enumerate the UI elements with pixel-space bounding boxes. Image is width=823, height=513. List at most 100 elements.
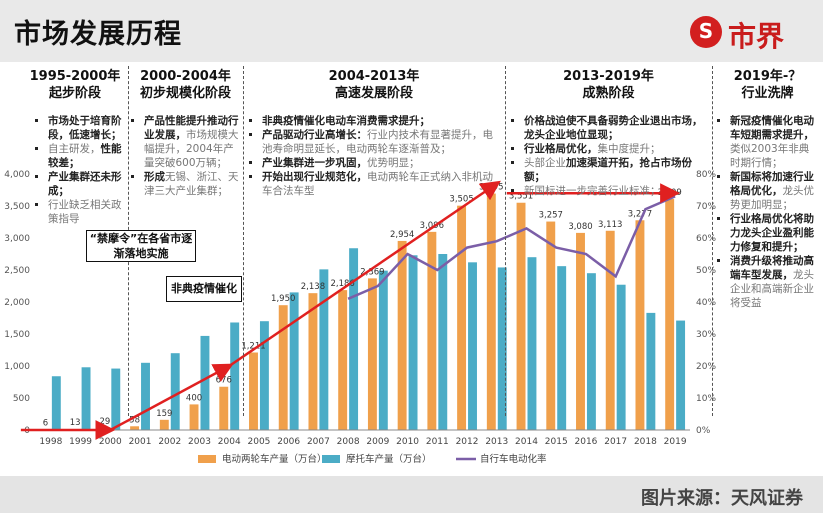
motorcycle-bar xyxy=(259,321,269,430)
phase-header-shakeout: 2019年-？ 行业洗牌 xyxy=(712,68,823,102)
point-bold: 加速渠道开拓，抢占市场份额； xyxy=(524,157,692,183)
point-normal: 自主研发， xyxy=(48,143,101,155)
x-tick-label: 2019 xyxy=(664,437,687,447)
motorcycle-bar xyxy=(646,312,656,430)
ebike-rate-line xyxy=(347,195,676,300)
point-normal: 优势明显； xyxy=(367,157,420,169)
x-tick-label: 2018 xyxy=(634,437,657,447)
motorcycle-bar xyxy=(468,262,477,430)
phase-name: 行业洗牌 xyxy=(741,86,794,101)
ebike-bar-label: 400 xyxy=(186,393,202,403)
right-tick-label: 60% xyxy=(696,234,716,244)
phase-divider xyxy=(505,66,506,416)
ebike-bar xyxy=(278,305,288,430)
x-tick-label: 2015 xyxy=(545,437,568,447)
motorcycle-bar xyxy=(586,273,596,430)
ebike-bar-label: 13 xyxy=(70,418,81,428)
right-tick-label: 50% xyxy=(696,266,716,276)
page-title: 市场发展历程 xyxy=(14,19,182,50)
ebike-bar-label: 3,113 xyxy=(598,220,622,230)
right-tick-label: 20% xyxy=(696,362,716,372)
motorcycle-bar xyxy=(438,254,448,430)
ebike-bar xyxy=(130,426,140,430)
point-bold: 市场处于培育阶段，低速增长； xyxy=(48,115,122,141)
ebike-bar-label: 3,505 xyxy=(449,195,473,205)
ebike-bar-label: 3,277 xyxy=(628,209,652,219)
ebike-bar-label: 2,369 xyxy=(360,267,384,277)
left-tick-label: 500 xyxy=(13,394,30,404)
legend-swatch xyxy=(198,455,216,463)
legend-swatch xyxy=(322,455,340,463)
x-tick-label: 2016 xyxy=(575,437,598,447)
source-note: 图片来源：天风证券 xyxy=(641,488,803,509)
x-tick-label: 2005 xyxy=(248,437,271,447)
phase-text-startup: 市场处于培育阶段，低速增长； 自主研发，性能较差； 产业集群还未形成； 行业缺乏… xyxy=(36,114,126,226)
left-tick-label: 2,000 xyxy=(4,298,30,308)
motorcycle-bars xyxy=(51,248,686,430)
ebike-bar-label: 1,950 xyxy=(271,294,295,304)
phase-divider xyxy=(712,66,713,416)
x-tick-label: 1998 xyxy=(39,437,62,447)
right-tick-label: 80% xyxy=(696,170,716,180)
point-bold: 新冠疫情催化电动车短期需求提升， xyxy=(730,115,814,141)
ebike-bar-label: 3,080 xyxy=(568,222,592,232)
left-tick-label: 1,000 xyxy=(4,362,30,372)
phase-text-growth: 非典疫情催化电动车消费需求提升； 产品驱动行业高增长：行业内技术有显著提升，电池… xyxy=(250,114,500,198)
ebike-bar xyxy=(665,199,675,430)
ebike-bar xyxy=(249,352,258,430)
ebike-bar-label: 2,186 xyxy=(331,279,355,289)
legend-label: 自行车电动化率 xyxy=(480,453,547,465)
phase-period: 2004-2013年 xyxy=(328,69,420,84)
point-bold: 产业集群还未形成； xyxy=(48,171,122,197)
right-tick-label: 10% xyxy=(696,394,716,404)
ban-callout: “禁摩令”在各省市逐渐落地实施 xyxy=(86,230,196,262)
phase-header-scale: 2000-2004年 初步规模化阶段 xyxy=(128,68,243,102)
ebike-bar-label: 29 xyxy=(99,417,110,427)
left-tick-label: 1,500 xyxy=(4,330,30,340)
phase-period: 1995-2000年 xyxy=(29,69,121,84)
point-bold: 开始出现行业规范化， xyxy=(262,171,367,183)
x-tick-label: 2010 xyxy=(396,437,419,447)
point-normal: 龙头优势更加明显； xyxy=(730,185,814,211)
point-bold: 消费升级将推动高端车型发展， xyxy=(730,255,814,281)
sars-callout: 非典疫情催化 xyxy=(166,276,242,302)
left-tick-label: 3,000 xyxy=(4,234,30,244)
ebike-bar-label: 3,257 xyxy=(539,211,563,221)
point-normal: 新国标进一步完善行业标准； xyxy=(524,185,661,197)
x-tick-label: 2002 xyxy=(158,437,181,447)
ebike-bar xyxy=(338,290,348,430)
phase-name: 高速发展阶段 xyxy=(334,86,413,101)
brand-logo-icon: S xyxy=(690,16,722,48)
phase-header-growth: 2004-2013年 高速发展阶段 xyxy=(243,68,505,102)
motorcycle-bar xyxy=(81,367,91,430)
motorcycle-bar xyxy=(289,292,299,430)
point-bold: 产业集群进一步巩固， xyxy=(262,157,367,169)
motorcycle-bar xyxy=(408,255,418,430)
motorcycle-bar xyxy=(497,267,507,430)
chart-legend: 电动两轮车产量（万台） 摩托车产量（万台） 自行车电动化率 xyxy=(198,453,547,465)
ebike-bar xyxy=(576,232,585,430)
right-tick-label: 40% xyxy=(696,298,716,308)
point-bold: 新国标将加速行业格局优化， xyxy=(730,171,814,197)
phase-text-shakeout: 新冠疫情催化电动车短期需求提升，类似2003年非典时期行情； 新国标将加速行业格… xyxy=(718,114,818,310)
motorcycle-bar xyxy=(378,270,388,430)
ebike-bars xyxy=(40,193,675,430)
phase-text-scale: 产品性能提升推动行业发展，市场规模大幅提升，2004年产量突破600万辆； 形成… xyxy=(132,114,240,198)
legend-label: 电动两轮车产量（万台） xyxy=(222,453,327,465)
ebike-bar xyxy=(427,231,437,430)
production-chart: 05001,0001,5002,0002,5003,0003,5004,000 … xyxy=(4,170,716,465)
motorcycle-bar xyxy=(616,284,626,430)
x-tick-label: 2017 xyxy=(604,437,627,447)
point-normal: 集中度提升； xyxy=(597,143,661,155)
point-bold: 产品性能提升推动行业发展， xyxy=(144,115,239,141)
x-tick-label: 2007 xyxy=(307,437,330,447)
left-tick-label: 4,000 xyxy=(4,170,30,180)
ebike-bar xyxy=(635,220,645,430)
x-tick-label: 2011 xyxy=(426,437,449,447)
phase-header-mature: 2013-2019年 成熟阶段 xyxy=(505,68,712,102)
point-normal: 无锡、浙江、天津三大产业集群； xyxy=(144,171,239,197)
phase-period: 2000-2004年 xyxy=(140,69,231,84)
point-normal: 行业内技术有显著提升，电池寿命明显延长，电动两轮车逐渐普及； xyxy=(262,129,493,155)
point-normal: 龙头企业和高端新企业将受益 xyxy=(730,269,814,309)
phase-period: 2019年-？ xyxy=(733,69,802,84)
